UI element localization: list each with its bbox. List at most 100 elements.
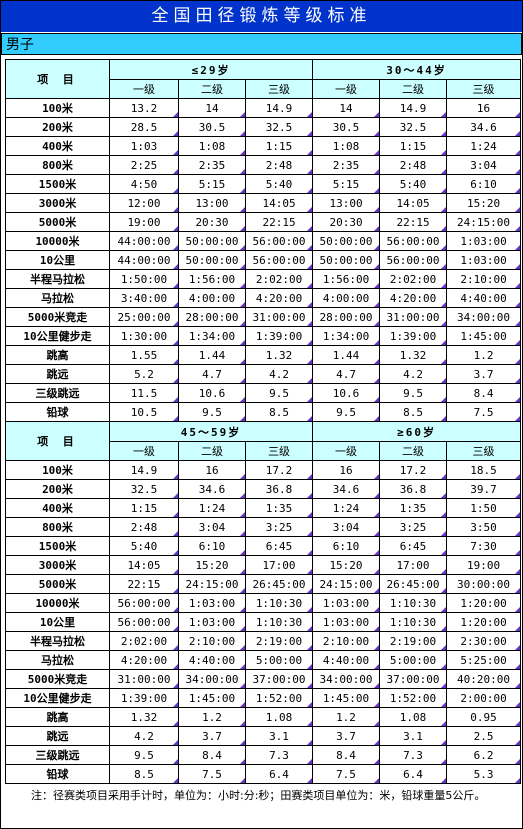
standard-value: 4.2: [109, 726, 179, 746]
standard-value: 1:03:00: [312, 612, 380, 632]
standard-value: 20:30: [312, 212, 381, 232]
event-name: 半程马拉松: [5, 631, 110, 651]
event-name: 马拉松: [5, 288, 110, 308]
standard-value: 6.2: [445, 745, 522, 765]
standard-value: 5:00:00: [379, 650, 447, 670]
standard-value: 1:52:00: [379, 688, 447, 708]
standard-value: 1:45:00: [446, 326, 522, 346]
event-name: 跳远: [5, 364, 110, 384]
standard-value: 1:08: [178, 136, 246, 156]
standard-value: 25:00:00: [109, 307, 179, 327]
event-name: 5000米竞走: [5, 669, 110, 689]
event-name: 100米: [5, 98, 110, 118]
standard-value: 10.6: [178, 383, 246, 403]
table-row: 10公里健步走 1:39:00 1:45:00 1:52:00 1:45:00 1:52:…: [5, 688, 522, 708]
standard-value: 2.5: [445, 726, 522, 746]
event-column-header: 项 目: [5, 59, 110, 99]
standard-value: 1:08: [312, 136, 381, 156]
standard-value: 15:20: [178, 555, 246, 575]
table-row: 200米 32.5 34.6 36.8 34.6 36.8 39.7: [5, 479, 522, 499]
standard-value: 50:00:00: [312, 250, 381, 270]
event-name: 3000米: [5, 555, 110, 575]
standard-value: 32.5: [244, 117, 314, 137]
standard-value: 50:00:00: [178, 231, 246, 251]
standard-value: 31:00:00: [379, 307, 448, 327]
standard-value: 1:03:00: [446, 250, 522, 270]
standard-value: 1.08: [245, 707, 313, 727]
standard-value: 1:34:00: [312, 326, 381, 346]
event-name: 1500米: [5, 536, 110, 556]
standard-value: 7.3: [245, 745, 313, 765]
event-name: 10000米: [5, 593, 110, 613]
standard-value: 14.9: [244, 98, 314, 118]
standard-value: 1:24: [312, 498, 380, 518]
standard-value: 24:15:00: [312, 574, 380, 594]
table-row: 3000米 14:05 15:20 17:00 15:20 17:00 19:00: [5, 555, 522, 575]
standard-value: 9.5: [109, 745, 179, 765]
standard-value: 34.6: [312, 479, 380, 499]
event-name: 三级跳远: [5, 745, 110, 765]
standard-value: 34.6: [446, 117, 522, 137]
standard-value: 17:00: [379, 555, 447, 575]
event-name: 800米: [5, 155, 110, 175]
standard-value: 6:45: [379, 536, 447, 556]
standard-value: 14: [312, 98, 381, 118]
standard-value: 31:00:00: [244, 307, 314, 327]
standard-value: 2:10:00: [178, 631, 246, 651]
standard-value: 4.7: [178, 364, 246, 384]
standard-value: 1:52:00: [245, 688, 313, 708]
event-name: 400米: [5, 136, 110, 156]
standard-value: 1.32: [109, 707, 179, 727]
standard-value: 11.5: [109, 383, 179, 403]
table-row: 5000米 22:15 24:15:00 26:45:00 24:15:00 26:45:…: [5, 574, 522, 594]
age-group-header: ≤29岁: [108, 59, 314, 80]
page-title: 全国田径锻炼等级标准: [1, 1, 522, 32]
standard-value: 34:00:00: [446, 307, 522, 327]
standard-value: 28.5: [109, 117, 179, 137]
standard-value: 5:15: [178, 174, 246, 194]
standard-value: 2:19:00: [379, 631, 447, 651]
standard-value: 8.5: [379, 402, 448, 422]
standard-value: 3:04: [312, 517, 380, 537]
standard-value: 6:45: [245, 536, 313, 556]
table-row: 10公里 56:00:00 1:03:00 1:10:30 1:03:00 1:10:30…: [5, 612, 522, 632]
standard-value: 30:00:00: [445, 574, 522, 594]
standard-value: 7.5: [312, 764, 380, 784]
table-row: 跳高 1.32 1.2 1.08 1.2 1.08 0.95: [5, 707, 522, 727]
event-name: 1500米: [5, 174, 110, 194]
standard-value: 1:20:00: [445, 593, 522, 613]
standard-value: 7:30: [445, 536, 522, 556]
standard-value: 1:10:30: [245, 593, 313, 613]
standard-value: 39.7: [445, 479, 522, 499]
standard-value: 1.08: [379, 707, 447, 727]
standard-value: 9.5: [244, 383, 314, 403]
standard-value: 1:56:00: [178, 269, 246, 289]
standard-value: 1:50: [445, 498, 522, 518]
standard-value: 8.4: [446, 383, 522, 403]
standard-value: 26:45:00: [379, 574, 447, 594]
level-header: 三级: [446, 79, 522, 99]
standard-value: 17.2: [245, 460, 313, 480]
standard-value: 56:00:00: [244, 231, 314, 251]
standard-value: 14.9: [109, 460, 179, 480]
standard-value: 1.55: [109, 345, 179, 365]
level-header: 二级: [178, 441, 246, 461]
standards-table-section-1: 项 目 ≤29岁 30～44岁 一级 二级 三级 一级 二级 三级 100米 13.2 14 14.9 1…: [5, 59, 522, 422]
standard-value: 1:24: [178, 498, 246, 518]
standard-value: 5.2: [109, 364, 179, 384]
table-row: 铅球 10.5 9.5 8.5 9.5 8.5 7.5: [5, 402, 522, 422]
standard-value: 56:00:00: [379, 231, 448, 251]
standard-value: 22:15: [244, 212, 314, 232]
standard-value: 9.5: [379, 383, 448, 403]
standard-value: 1:10:30: [245, 612, 313, 632]
standard-value: 4.7: [312, 364, 381, 384]
event-name: 5000米竞走: [5, 307, 110, 327]
header-row-age-groups: 项 目 45～59岁 ≥60岁: [5, 421, 522, 461]
standard-value: 7.5: [178, 764, 246, 784]
standard-value: 1:56:00: [312, 269, 381, 289]
standard-value: 1:15: [379, 136, 448, 156]
standard-value: 31:00:00: [109, 669, 179, 689]
standard-value: 8.4: [312, 745, 380, 765]
standard-value: 3.7: [312, 726, 380, 746]
standard-value: 1.2: [178, 707, 246, 727]
